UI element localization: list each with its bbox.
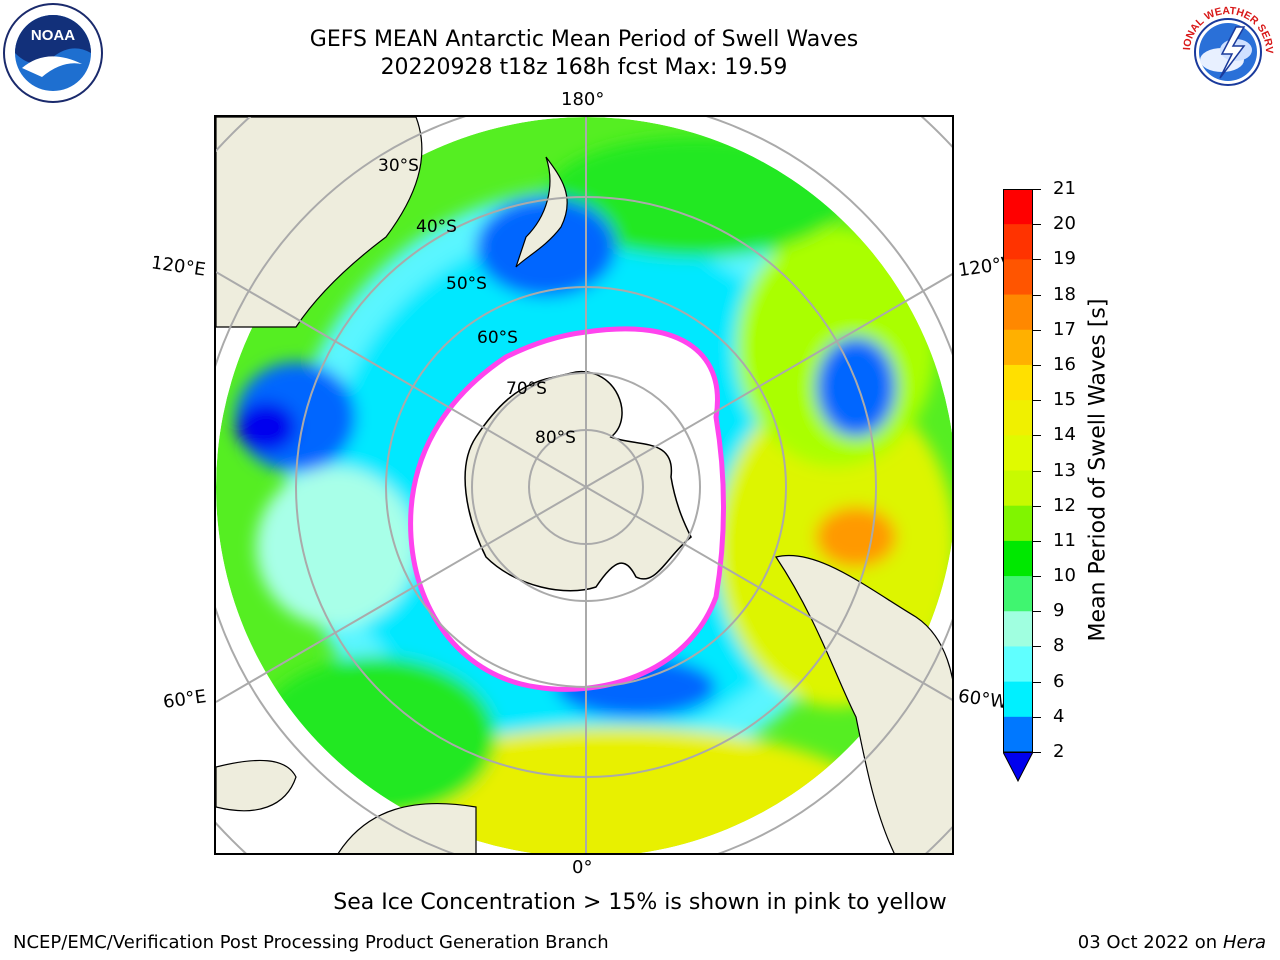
colorbar-tick-mark: [1033, 294, 1041, 296]
colorbar-band: [1003, 470, 1033, 507]
colorbar-tick-label: 2: [1053, 741, 1065, 762]
lon-label-60e: 60°E: [161, 686, 208, 713]
colorbar-tick-mark: [1033, 681, 1041, 683]
footer-date-text: 03 Oct 2022 on: [1077, 932, 1218, 953]
south-america-land: [775, 554, 952, 853]
colorbar-label: Mean Period of Swell Waves [s]: [1085, 298, 1111, 642]
colorbar-band: [1003, 329, 1033, 366]
lat-label-40s: 40°S: [416, 217, 457, 237]
lon-label-0: 0°: [572, 857, 593, 878]
colorbar-band: [1003, 611, 1033, 648]
colorbar-band: [1003, 435, 1033, 472]
colorbar-tick-label: 10: [1053, 565, 1076, 587]
colorbar-tick-label: 11: [1053, 529, 1076, 551]
footer-date: 03 Oct 2022 on Hera: [1078, 932, 1266, 953]
colorbar-tick-mark: [1033, 189, 1041, 190]
colorbar-tick-mark: [1033, 505, 1041, 507]
lat-label-70s: 70°S: [506, 379, 547, 399]
colorbar-band: [1003, 189, 1033, 225]
colorbar-tick-label: 15: [1053, 389, 1076, 411]
colorbar-tick-label: 17: [1053, 318, 1076, 340]
colorbar-tick-label: 6: [1053, 670, 1065, 692]
graticule: [216, 117, 952, 853]
footer-credit: NCEP/EMC/Verification Post Processing Pr…: [13, 932, 609, 953]
colorbar-tick-mark: [1033, 329, 1041, 331]
colorbar-tick-label: 12: [1053, 494, 1076, 516]
colorbar-band: [1003, 294, 1033, 331]
nws-logo: NATIONAL WEATHER SERVICE: [1178, 2, 1276, 100]
lat-label-30s: 30°S: [378, 156, 419, 176]
sea-ice-caption: Sea Ice Concentration > 15% is shown in …: [333, 890, 947, 915]
africa-land: [337, 802, 477, 853]
madagascar-land: [216, 759, 297, 812]
polar-map: 30°S 40°S 50°S 60°S 70°S 80°S: [216, 117, 952, 853]
colorbar-band: [1003, 224, 1033, 260]
lon-label-180: 180°: [561, 89, 605, 110]
colorbar-band: [1003, 716, 1033, 753]
chart-title: GEFS MEAN Antarctic Mean Period of Swell…: [309, 27, 859, 52]
colorbar-tick-mark: [1033, 259, 1041, 261]
colorbar-band: [1003, 646, 1033, 683]
colorbar-tick-mark: [1033, 576, 1041, 578]
colorbar-tick-label: 4: [1053, 705, 1065, 727]
colorbar-tick-mark: [1033, 364, 1041, 366]
colorbar-tick-mark: [1033, 400, 1041, 402]
colorbar-band: [1003, 681, 1033, 718]
colorbar-tick-mark: [1033, 716, 1041, 718]
colorbar-tick-label: 21: [1053, 178, 1076, 199]
noaa-logo-text: NOAA: [31, 27, 75, 44]
colorbar-tick-mark: [1033, 224, 1041, 226]
chart-subtitle: 20220928 t18z 168h fcst Max: 19.59: [380, 55, 788, 80]
colorbar-tick-label: 8: [1053, 635, 1065, 657]
colorbar-tick-mark: [1033, 540, 1041, 542]
colorbar: [1003, 189, 1033, 782]
colorbar-outline: [1003, 189, 1033, 753]
footer-host: Hera: [1222, 932, 1266, 953]
colorbar-tick-label: 16: [1053, 353, 1076, 375]
map-frame: 30°S 40°S 50°S 60°S 70°S 80°S: [214, 115, 954, 855]
colorbar-tick-mark: [1033, 611, 1041, 613]
colorbar-band: [1003, 505, 1033, 542]
australia-land: [216, 117, 423, 328]
lat-label-80s: 80°S: [535, 428, 576, 448]
colorbar-tick-label: 14: [1053, 424, 1076, 446]
noaa-logo: NOAA: [3, 3, 103, 103]
colorbar-tick-mark: [1033, 435, 1041, 437]
colorbar-tick-label: 9: [1053, 600, 1065, 622]
lon-label-60w: 60°W: [956, 685, 1009, 714]
colorbar-band: [1003, 400, 1033, 436]
colorbar-extend-min: [1003, 751, 1033, 782]
colorbar-tick-label: 19: [1053, 248, 1076, 270]
colorbar-tick-label: 13: [1053, 459, 1076, 481]
colorbar-tick-mark: [1033, 752, 1041, 753]
colorbar-band: [1003, 364, 1033, 401]
colorbar-band: [1003, 576, 1033, 612]
colorbar-band: [1003, 540, 1033, 577]
colorbar-tick-label: 20: [1053, 213, 1076, 235]
colorbar-tick-mark: [1033, 470, 1041, 472]
lat-label-60s: 60°S: [477, 328, 518, 348]
colorbar-tick-label: 18: [1053, 283, 1076, 305]
colorbar-band: [1003, 259, 1033, 296]
colorbar-tick-mark: [1033, 646, 1041, 648]
lat-label-50s: 50°S: [446, 274, 487, 294]
lon-label-120e: 120°E: [149, 252, 207, 281]
